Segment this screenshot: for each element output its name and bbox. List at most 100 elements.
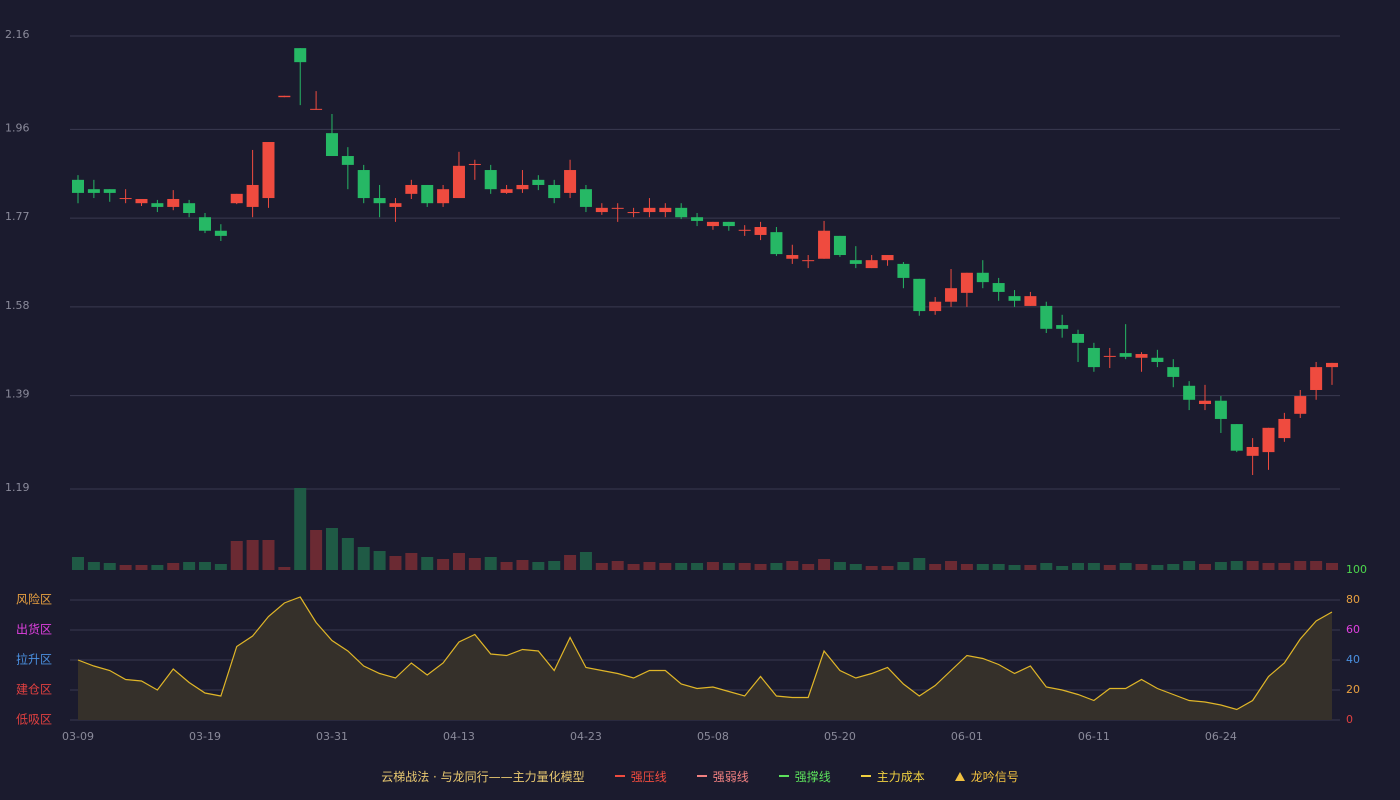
candle-body — [135, 198, 148, 204]
candle-body — [1294, 396, 1307, 414]
volume-bar — [849, 564, 862, 570]
volume-bar — [548, 561, 561, 570]
volume-bar — [691, 563, 704, 570]
candle-body — [754, 227, 767, 235]
candle-body — [262, 142, 275, 199]
volume-bar — [913, 558, 926, 570]
candle-body — [1246, 446, 1259, 456]
legend-label: 主力成本 — [876, 769, 925, 784]
candle-body — [1072, 333, 1085, 343]
candle-body — [627, 212, 640, 214]
volume-bar — [183, 562, 196, 570]
candle-body — [421, 184, 434, 204]
candle-body — [1040, 305, 1053, 329]
legend-label: 强弱线 — [712, 769, 749, 784]
x-tick-label: 03-31 — [316, 730, 348, 743]
volume-bar — [595, 563, 608, 570]
candle-body — [945, 288, 958, 302]
candle-body — [72, 179, 84, 193]
volume-bar — [1024, 565, 1037, 570]
candle-body — [389, 203, 402, 207]
volume-bar — [1072, 563, 1085, 570]
y-tick-label: 1.19 — [5, 481, 30, 494]
candle-body — [1119, 353, 1132, 357]
candle-body — [119, 198, 132, 200]
volume-bar — [659, 563, 672, 570]
volume-bar — [405, 553, 418, 570]
volume-bar — [802, 564, 815, 570]
volume-bar — [627, 564, 640, 570]
legend-symbol — [696, 775, 707, 777]
candle-body — [548, 184, 561, 199]
candle-body — [452, 165, 465, 199]
volume-bar — [675, 563, 688, 570]
candle-body — [437, 189, 450, 204]
volume-bar — [151, 565, 164, 570]
chart: 2.16 1.96 1.77 1.58 1.39 1.19 03-09 03-19 03-31 0… — [5, 28, 1367, 743]
volume-bar — [1326, 563, 1338, 570]
x-tick-label: 06-11 — [1078, 730, 1110, 743]
volume-bar — [881, 566, 894, 570]
volume-bar — [1262, 563, 1275, 570]
volume-bar — [373, 551, 386, 570]
volume-bar — [706, 562, 719, 570]
volume-bar — [897, 562, 910, 570]
y-tick-label: 1.58 — [5, 299, 30, 312]
candle-body — [1230, 424, 1243, 451]
volume-bar — [1167, 564, 1180, 570]
candle-body — [675, 207, 688, 218]
volume-bar — [579, 552, 592, 570]
legend-label: 龙吟信号 — [970, 769, 1019, 784]
candle-body — [1262, 427, 1275, 453]
x-tick-label: 05-08 — [697, 730, 729, 743]
x-tick-label: 03-19 — [189, 730, 221, 743]
volume-bar — [1087, 563, 1100, 570]
legend-item: 龙吟信号 — [954, 768, 1019, 785]
volume-bar — [484, 557, 497, 570]
legend-item: 强压线 — [614, 768, 667, 785]
volume-bar — [1214, 562, 1227, 570]
candle-body — [1278, 418, 1291, 439]
volume-bar — [564, 555, 577, 570]
candle-body — [167, 198, 180, 207]
candle-body — [405, 184, 418, 194]
candle-body — [246, 184, 259, 207]
candle-body — [802, 260, 815, 262]
volume-bar — [214, 564, 227, 570]
volume-bar — [1294, 561, 1307, 570]
volume-bar — [786, 561, 799, 570]
candle-body — [738, 229, 751, 231]
volume-bar — [437, 559, 450, 570]
candle-body — [611, 207, 624, 209]
volume-bar — [754, 564, 767, 570]
candle-body — [516, 184, 529, 190]
volume-bar — [310, 530, 323, 570]
legend: 云梯战法 · 与龙同行——主力量化模型 强压线 强弱线 强撑线 主力成本 龙吟信号 — [0, 764, 1400, 788]
candle-body — [484, 170, 497, 190]
candle-body — [849, 260, 862, 264]
candle-body — [341, 156, 354, 165]
x-tick-label: 04-23 — [570, 730, 602, 743]
volume-bar — [1103, 565, 1116, 570]
volume-bar — [1008, 565, 1021, 570]
candle-body — [1199, 400, 1212, 405]
volume-bar — [1056, 566, 1069, 570]
volume-bar — [865, 566, 878, 570]
volume-bar — [722, 563, 735, 570]
volume-bar — [452, 553, 465, 570]
y2-tick-label: 20 — [1346, 683, 1360, 696]
volume-bar — [72, 557, 84, 570]
volume-bar — [262, 540, 275, 570]
candle-body — [198, 217, 211, 231]
candle-body — [87, 189, 100, 193]
candle-body — [833, 235, 846, 256]
candle-body — [1310, 367, 1323, 390]
candle-body — [913, 278, 926, 312]
candle-body — [960, 272, 973, 293]
zone-label: 拉升区 — [16, 652, 52, 667]
candle-body — [373, 198, 386, 204]
volume-bar — [1183, 561, 1196, 570]
candle-body — [818, 230, 831, 259]
zone-label: 建仓区 — [16, 683, 52, 697]
volume-bar — [278, 567, 291, 570]
